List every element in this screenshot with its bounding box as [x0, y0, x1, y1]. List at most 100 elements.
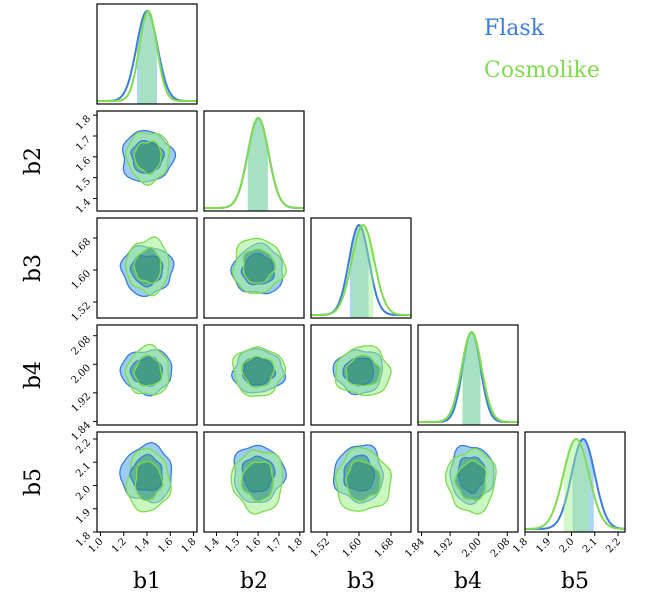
- marginal-band-cosmolike-b3: [352, 225, 374, 318]
- xtick-label-b3-1.60: 1.60: [341, 536, 365, 560]
- panel-b3-b4: [310, 324, 412, 426]
- xtick-label-b2-1.4: 1.4: [203, 536, 222, 555]
- marginal-curve-flask-b5: [525, 438, 625, 530]
- marginal-curve-cosmolike-b3: [311, 224, 411, 316]
- xtick-label-b3-1.52: 1.52: [309, 536, 333, 560]
- panel-b2-b2: [203, 110, 305, 212]
- panel-frame-b4-b4: [417, 324, 519, 426]
- marginal-curve-cosmolike-b5: [525, 437, 625, 530]
- panel-b3-b5: [310, 431, 412, 533]
- panel-frame-b3-b4: [310, 324, 412, 426]
- panel-b1-b5: [96, 431, 198, 533]
- ytick-label-b4-2.00: 2.00: [70, 363, 94, 387]
- panel-b1-b2: [96, 110, 198, 212]
- ytick-label-b2-1.7: 1.7: [74, 134, 93, 153]
- ytick-label-b5-2.0: 2.0: [74, 484, 93, 503]
- yaxis-label-b2: b2: [21, 147, 46, 175]
- xtick-label-b4-2.08: 2.08: [489, 536, 513, 560]
- xaxis-label-b5: b5: [561, 569, 589, 594]
- panel-frame-b3-b3: [310, 217, 412, 319]
- xtick-label-b4-1.84: 1.84: [403, 536, 427, 560]
- xtick-label-b1-1.6: 1.6: [156, 536, 175, 555]
- contour-1sigma-cosmolike-b3-b5: [345, 459, 381, 502]
- xtick-label-b3-1.68: 1.68: [373, 536, 397, 560]
- ytick-label-b4-2.08: 2.08: [70, 334, 94, 358]
- yaxis-label-b3: b3: [21, 254, 46, 282]
- panel-frame-b3-b5: [310, 431, 412, 533]
- panel-b4-b4: [417, 324, 519, 426]
- marginal-band-flask-b5: [572, 439, 594, 532]
- contour-1sigma-cosmolike-b1-b5: [134, 460, 164, 501]
- xtick-label-b4-1.92: 1.92: [432, 536, 456, 560]
- ytick-label-b4-1.84: 1.84: [70, 420, 94, 444]
- ytick-label-b4-1.92: 1.92: [70, 391, 94, 415]
- xtick-label-b2-1.6: 1.6: [244, 536, 263, 555]
- marginal-curve-cosmolike-b1: [97, 9, 197, 102]
- panel-frame-b5-b5: [524, 431, 626, 533]
- contour-1sigma-cosmolike-b2-b5: [240, 461, 274, 502]
- xtick-label-b5-2.0: 2.0: [558, 536, 577, 555]
- xtick-label-b5-2.1: 2.1: [581, 536, 600, 555]
- ytick-label-b3-1.68: 1.68: [70, 236, 94, 260]
- xtick-label-b1-1.2: 1.2: [110, 536, 129, 555]
- panel-b2-b4: [203, 324, 305, 426]
- panel-frame-b1-b4: [96, 324, 198, 426]
- panel-b1-b1: [96, 3, 198, 105]
- ytick-label-b2-1.4: 1.4: [74, 197, 93, 216]
- yaxis-label-b5: b5: [21, 468, 46, 496]
- xaxis-label-b2: b2: [240, 569, 268, 594]
- ytick-label-b2-1.5: 1.5: [74, 176, 93, 195]
- xaxis-label-b3: b3: [347, 569, 375, 594]
- xaxis-label-b4: b4: [454, 569, 482, 594]
- panel-frame-b1-b3: [96, 217, 198, 319]
- panel-b1-b4: [96, 324, 198, 426]
- panel-b4-b5: [417, 431, 519, 533]
- panel-b5-b5: [524, 431, 626, 533]
- panel-b1-b3: [96, 217, 198, 319]
- panel-b3-b3: [310, 217, 412, 319]
- contour-1sigma-cosmolike-b1-b4: [133, 354, 163, 387]
- contour-1sigma-cosmolike-b1-b3: [133, 246, 162, 285]
- xtick-label-b4-2.00: 2.00: [460, 536, 484, 560]
- panel-frame-b2-b3: [203, 217, 305, 319]
- marginal-curve-cosmolike-b4: [418, 330, 518, 423]
- panel-frame-b4-b5: [417, 431, 519, 533]
- xtick-label-b5-1.9: 1.9: [534, 536, 553, 555]
- ytick-label-b3-1.52: 1.52: [70, 300, 94, 324]
- marginal-band-cosmolike-b4: [461, 332, 481, 425]
- contour-1sigma-cosmolike-b2-b3: [242, 248, 277, 284]
- panel-b2-b3: [203, 217, 305, 319]
- panel-frame-b1-b1: [96, 3, 198, 105]
- yaxis-label-b4: b4: [21, 361, 46, 389]
- ytick-label-b2-1.8: 1.8: [74, 114, 93, 133]
- contour-1sigma-cosmolike-b4-b5: [454, 459, 487, 501]
- contour-1sigma-cosmolike-b2-b4: [241, 355, 275, 388]
- marginal-band-cosmolike-b1: [139, 11, 156, 104]
- marginal-band-cosmolike-b5: [563, 439, 589, 532]
- xtick-label-b1-1.8: 1.8: [180, 536, 199, 555]
- ytick-label-b2-1.6: 1.6: [74, 155, 93, 174]
- xaxis-label-b1: b1: [133, 569, 161, 594]
- ytick-label-b5-2.1: 2.1: [74, 461, 93, 480]
- panel-frame-b2-b5: [203, 431, 305, 533]
- panel-b2-b5: [203, 431, 305, 533]
- ytick-label-b3-1.60: 1.60: [70, 268, 94, 292]
- panel-frame-b2-b2: [203, 110, 305, 212]
- contour-1sigma-cosmolike-b3-b4: [345, 354, 382, 387]
- marginal-band-cosmolike-b2: [247, 118, 268, 211]
- marginal-band-flask-b4: [463, 332, 481, 425]
- xtick-label-b1-1.4: 1.4: [133, 536, 152, 555]
- marginal-band-flask-b2: [247, 118, 268, 211]
- xtick-label-b5-1.8: 1.8: [511, 536, 530, 555]
- panel-frame-b2-b4: [203, 324, 305, 426]
- xtick-label-b2-1.7: 1.7: [265, 536, 284, 555]
- xtick-label-b5-2.2: 2.2: [604, 536, 623, 555]
- ytick-label-b5-1.9: 1.9: [74, 507, 93, 526]
- legend-cosmolike: Cosmolike: [484, 58, 600, 83]
- panel-frame-b1-b2: [96, 110, 198, 212]
- xtick-label-b2-1.5: 1.5: [223, 536, 242, 555]
- contour-1sigma-cosmolike-b1-b2: [133, 140, 162, 176]
- marginal-curve-cosmolike-b2: [204, 117, 304, 209]
- xtick-label-b2-1.8: 1.8: [286, 536, 305, 555]
